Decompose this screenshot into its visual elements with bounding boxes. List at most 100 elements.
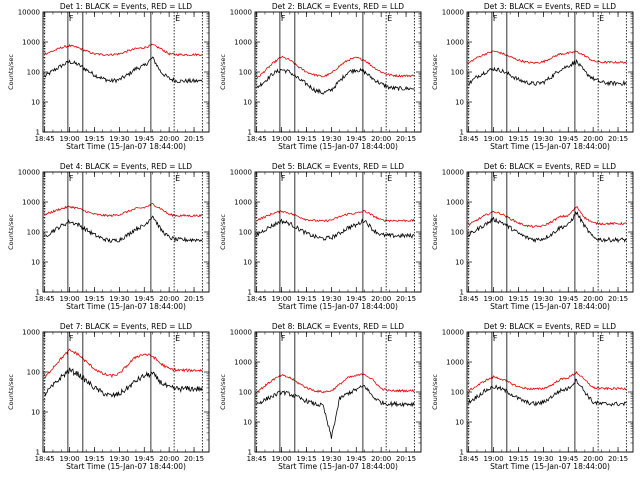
x-tick-label: 20:15 — [608, 455, 628, 463]
x-tick-label: 19:15 — [296, 455, 316, 463]
plot-frame — [42, 11, 210, 133]
chart-panel-det-6: Det 6: BLACK = Events, RED = LLD Counts/s… — [431, 162, 634, 311]
flag-label: E — [387, 14, 392, 23]
y-tick-label: 10000 — [230, 9, 252, 17]
y-tick-label: 100 — [239, 389, 252, 397]
flag-label: F — [281, 334, 286, 343]
y-tick-label: 1 — [460, 289, 464, 297]
x-tick-label: 19:30 — [109, 135, 129, 143]
x-tick-label: 19:30 — [533, 135, 553, 143]
y-tick-label: 1000 — [22, 199, 40, 207]
x-tick-label: 19:30 — [109, 295, 129, 303]
x-tick-label: 20:15 — [396, 135, 416, 143]
x-tick-label: 19:15 — [508, 135, 528, 143]
x-axis-label: Start Time (15-Jan-07 18:44:00) — [66, 302, 186, 311]
y-tick-label: 1000 — [234, 359, 252, 367]
y-axis-label: Counts/sec — [219, 54, 227, 90]
red-series-line — [256, 209, 415, 223]
x-tick-label: 20:15 — [396, 295, 416, 303]
y-axis-label: Counts/sec — [431, 54, 439, 90]
x-tick-label: 19:00 — [59, 455, 79, 463]
x-tick-label: 20:00 — [159, 455, 179, 463]
y-tick-label: 10000 — [18, 169, 40, 177]
flag-label: E — [387, 334, 392, 343]
y-tick-label: 1 — [248, 129, 252, 137]
x-tick-label: 19:15 — [296, 135, 316, 143]
y-tick-label: 1 — [36, 289, 40, 297]
flag-label: F — [493, 14, 498, 23]
flag-label: F — [493, 174, 498, 183]
x-tick-label: 20:15 — [396, 455, 416, 463]
chart-title: Det 1: BLACK = Events, RED = LLD — [60, 2, 192, 11]
flag-label: F — [69, 14, 74, 23]
flag-label: E — [175, 174, 180, 183]
y-tick-label: 100 — [27, 369, 40, 377]
plot-frame — [254, 11, 422, 133]
y-tick-label: 1000 — [234, 199, 252, 207]
y-tick-label: 1 — [460, 449, 464, 457]
red-series-line — [256, 373, 415, 394]
chart-panel-det-7: Det 7: BLACK = Events, RED = LLD Counts/s… — [7, 322, 210, 471]
y-tick-label: 10000 — [442, 9, 464, 17]
y-axis-label: Counts/sec — [7, 214, 15, 250]
x-tick-label: 18:45 — [247, 455, 267, 463]
x-axis-label: Start Time (15-Jan-07 18:44:00) — [490, 302, 610, 311]
x-tick-label: 20:00 — [583, 295, 603, 303]
flag-label: E — [599, 334, 604, 343]
x-tick-label: 18:45 — [459, 295, 479, 303]
y-tick-label: 100 — [451, 229, 464, 237]
red-series-line — [256, 55, 415, 80]
x-tick-label: 19:45 — [134, 135, 154, 143]
x-tick-label: 19:15 — [296, 295, 316, 303]
y-tick-label: 10 — [243, 419, 252, 427]
y-tick-label: 1 — [248, 449, 252, 457]
flag-label: F — [69, 174, 74, 183]
y-tick-label: 100 — [27, 69, 40, 77]
y-tick-label: 1000 — [22, 39, 40, 47]
red-series-line — [468, 50, 627, 65]
x-tick-label: 19:45 — [558, 295, 578, 303]
chart-panel-det-1: Det 1: BLACK = Events, RED = LLD Counts/s… — [7, 2, 210, 151]
x-tick-label: 19:45 — [134, 455, 154, 463]
flag-label: E — [175, 334, 180, 343]
x-tick-label: 20:00 — [583, 455, 603, 463]
chart-title: Det 4: BLACK = Events, RED = LLD — [60, 162, 192, 171]
chart-panel-det-2: Det 2: BLACK = Events, RED = LLD Counts/s… — [219, 2, 422, 151]
y-tick-label: 1 — [36, 129, 40, 137]
chart-panel-det-4: Det 4: BLACK = Events, RED = LLD Counts/s… — [7, 162, 210, 311]
y-tick-label: 10000 — [442, 169, 464, 177]
y-tick-label: 100 — [451, 389, 464, 397]
chart-title: Det 9: BLACK = Events, RED = LLD — [484, 322, 616, 331]
y-tick-label: 10000 — [18, 9, 40, 17]
x-tick-label: 20:15 — [184, 135, 204, 143]
x-tick-label: 19:00 — [271, 455, 291, 463]
x-tick-label: 19:30 — [109, 455, 129, 463]
y-tick-label: 10 — [243, 259, 252, 267]
plot-frame — [254, 331, 422, 453]
black-series-line — [256, 67, 415, 95]
chart-title: Det 5: BLACK = Events, RED = LLD — [272, 162, 404, 171]
y-tick-label: 1000 — [22, 329, 40, 337]
x-tick-label: 18:45 — [459, 455, 479, 463]
y-tick-label: 100 — [239, 69, 252, 77]
black-series-line — [256, 385, 415, 439]
plot-frame — [42, 171, 210, 293]
x-tick-label: 20:15 — [184, 455, 204, 463]
x-axis-label: Start Time (15-Jan-07 18:44:00) — [66, 142, 186, 151]
x-tick-label: 19:15 — [84, 135, 104, 143]
flag-label: E — [599, 174, 604, 183]
x-tick-label: 19:45 — [346, 295, 366, 303]
y-tick-label: 10 — [243, 99, 252, 107]
x-tick-label: 19:15 — [84, 295, 104, 303]
chart-title: Det 2: BLACK = Events, RED = LLD — [272, 2, 404, 11]
y-tick-label: 1000 — [446, 359, 464, 367]
black-series-line — [44, 367, 203, 399]
black-series-line — [44, 215, 203, 243]
y-tick-label: 1000 — [446, 39, 464, 47]
y-tick-label: 10000 — [230, 329, 252, 337]
x-tick-label: 19:45 — [558, 455, 578, 463]
y-tick-label: 1000 — [446, 199, 464, 207]
chart-title: Det 7: BLACK = Events, RED = LLD — [60, 322, 192, 331]
x-tick-label: 19:15 — [508, 455, 528, 463]
x-tick-label: 18:45 — [35, 295, 55, 303]
